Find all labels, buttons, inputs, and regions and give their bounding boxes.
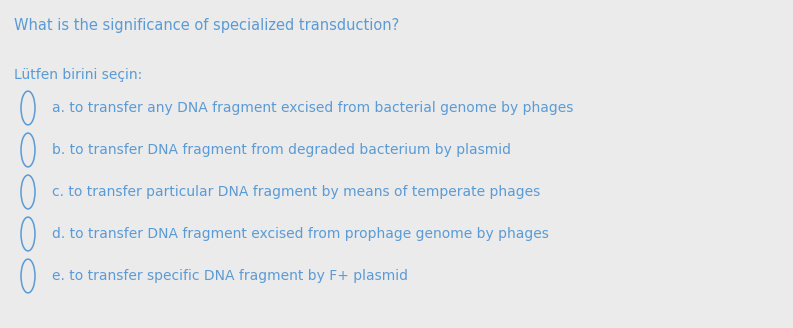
- Text: a. to transfer any DNA fragment excised from bacterial genome by phages: a. to transfer any DNA fragment excised …: [52, 101, 573, 115]
- Text: c. to transfer particular DNA fragment by means of temperate phages: c. to transfer particular DNA fragment b…: [52, 185, 540, 199]
- Text: Lütfen birini seçin:: Lütfen birini seçin:: [14, 68, 142, 82]
- Text: d. to transfer DNA fragment excised from prophage genome by phages: d. to transfer DNA fragment excised from…: [52, 227, 549, 241]
- Text: b. to transfer DNA fragment from degraded bacterium by plasmid: b. to transfer DNA fragment from degrade…: [52, 143, 511, 157]
- Text: What is the significance of specialized transduction?: What is the significance of specialized …: [14, 18, 399, 33]
- Text: e. to transfer specific DNA fragment by F+ plasmid: e. to transfer specific DNA fragment by …: [52, 269, 408, 283]
